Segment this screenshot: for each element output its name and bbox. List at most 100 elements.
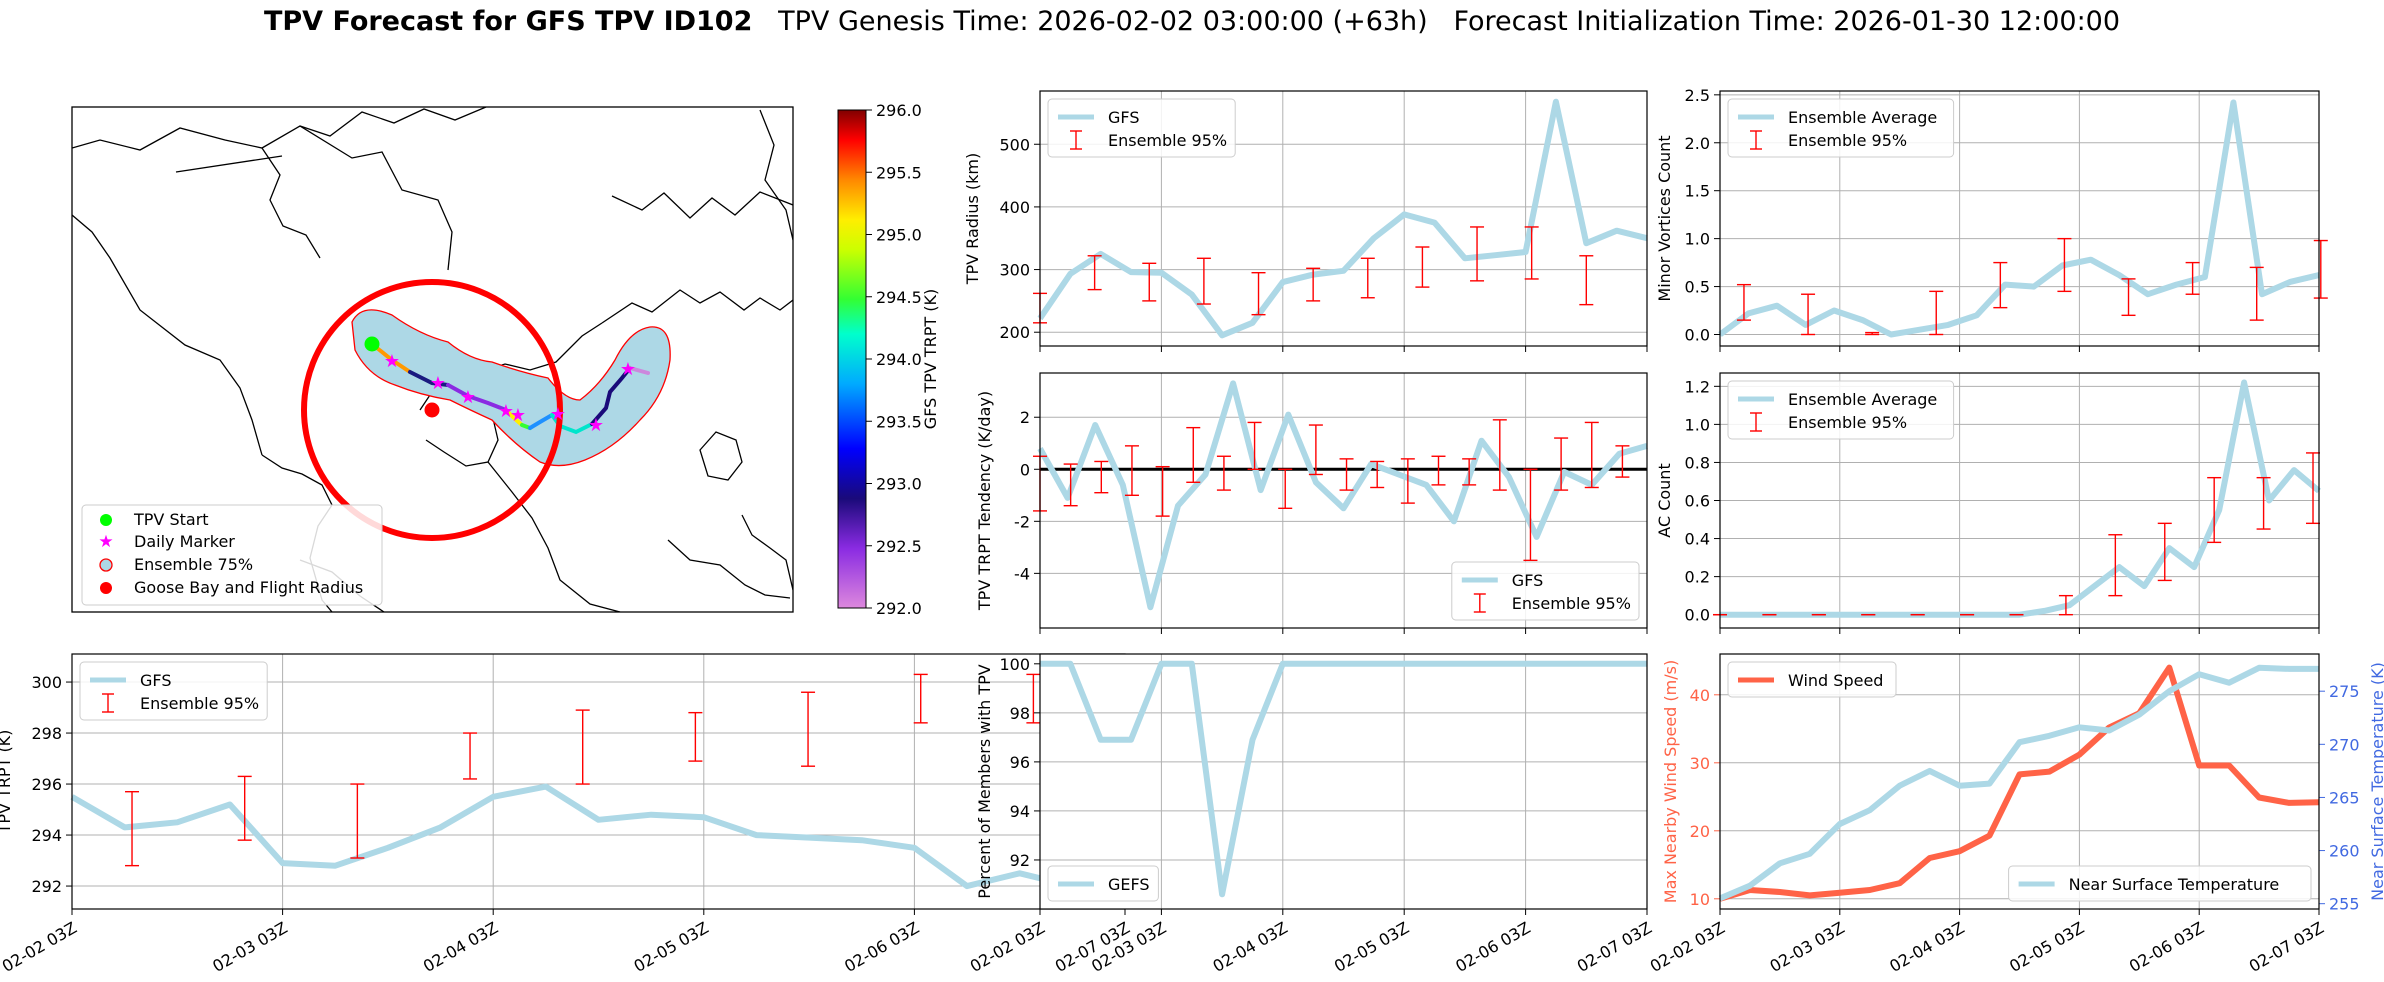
daily-marker-star: ★ — [510, 405, 526, 426]
legend-ensemble-75: Ensemble 75% — [134, 555, 253, 574]
legend-label: Ensemble 95% — [1788, 131, 1907, 150]
y-tick-label: 400 — [999, 198, 1030, 217]
legend-label: Wind Speed — [1788, 671, 1883, 690]
legend-goose-bay-icon — [100, 582, 112, 594]
tpv-start-marker — [364, 336, 380, 352]
track-segment — [590, 366, 632, 426]
coast-archipelago — [299, 125, 453, 271]
y-tick-label: 2.0 — [1685, 134, 1710, 153]
y2-tick-label: 275 — [2329, 682, 2360, 701]
title-init-time: Forecast Initialization Time: 2026-01-30… — [1453, 6, 2121, 37]
y-tick-label: 0.4 — [1685, 530, 1710, 549]
y-tick-label: 0.0 — [1685, 325, 1710, 344]
y-tick-label: 1.2 — [1685, 377, 1710, 396]
y-tick-label: 2.5 — [1685, 86, 1710, 105]
map-frame — [71, 106, 794, 613]
legend-start-icon — [100, 514, 112, 526]
y-axis-label: TPV TRPT (K) — [0, 730, 14, 835]
daily-marker-star: ★ — [550, 404, 566, 425]
y-tick-label: 92 — [1010, 851, 1030, 870]
y-tick-label: 1.5 — [1685, 182, 1710, 201]
legend-box — [1047, 98, 1236, 158]
colorbar-tick-label: 293.0 — [876, 475, 922, 494]
plot-frame — [1719, 90, 2320, 347]
x-tick-label: 02-06 03Z — [841, 918, 922, 976]
y-tick-label: -4 — [1014, 564, 1030, 583]
coast-europe — [667, 539, 791, 599]
colorbar-tick-label: 293.5 — [876, 412, 922, 431]
percent-members-chart: 02-02 03Z 02-03 03Z 02-04 03Z 02-05 03Z 02-0… — [967, 653, 1655, 976]
coast-norway — [741, 514, 793, 591]
legend-box — [1727, 380, 1955, 440]
legend-box — [1451, 561, 1640, 621]
radius-chart: 200 300 400 500 TPV Radius (km) GFS Ensemble 9… — [963, 90, 1648, 352]
legend-label: GFS — [140, 671, 171, 690]
title-genesis-time: TPV Genesis Time: 2026-02-02 03:00:00 (+… — [778, 6, 1428, 37]
y2-tick-label: 260 — [2329, 842, 2360, 861]
y-tick-label: -2 — [1014, 512, 1030, 531]
y2-tick-label: 270 — [2329, 735, 2360, 754]
y-tick-label: 300 — [999, 261, 1030, 280]
series-line — [1718, 664, 2319, 902]
y2-tick-label: 255 — [2329, 895, 2360, 914]
plot-frame — [1719, 653, 2320, 910]
x-tick-label: 02-07 03Z — [2246, 918, 2327, 976]
x-tick-label: 02-07 03Z — [1574, 918, 1655, 976]
coast-labrador — [487, 461, 621, 612]
series-line — [1040, 660, 1647, 898]
legend-box — [1727, 98, 1955, 158]
legend-label: Ensemble 95% — [1788, 413, 1907, 432]
wind-temperature-chart: 02-02 03Z 02-03 03Z 02-04 03Z 02-05 03Z 02-0… — [1647, 653, 2384, 976]
coast-greenland-south — [601, 289, 793, 324]
colorbar: 292.0 292.5 293.0 293.5 294.0 294.5 295.0 295.5… — [837, 101, 940, 618]
plot-frame — [1719, 372, 2320, 629]
legend-daily-marker: Daily Marker — [134, 532, 235, 551]
daily-marker-star: ★ — [498, 401, 514, 422]
daily-marker-star: ★ — [384, 351, 400, 372]
colorbar-tick-label: 296.0 — [876, 101, 922, 120]
map-legend: TPV Start ★ Daily Marker Ensemble 75% Go… — [81, 504, 383, 606]
legend-label: Near Surface Temperature — [2069, 875, 2280, 894]
y-axis-label: Max Nearby Wind Speed (m/s) — [1661, 660, 1680, 903]
plot-frame — [1039, 90, 1648, 347]
track-segment — [370, 342, 412, 374]
y-tick-label: 20 — [1690, 822, 1710, 841]
y-tick-label: 30 — [1690, 754, 1710, 773]
series-line — [1718, 99, 2320, 338]
x-tick-label: 02-04 03Z — [420, 918, 501, 976]
plot-frame — [1039, 372, 1648, 629]
y-tick-label: 500 — [999, 135, 1030, 154]
legend-label: GFS — [1108, 108, 1139, 127]
legend-label: Ensemble Average — [1788, 108, 1937, 127]
map-legend-box — [81, 504, 383, 606]
x-tick-label: 02-04 03Z — [1210, 918, 1291, 976]
series-line — [1037, 380, 1648, 611]
colorbar-gradient — [837, 109, 867, 609]
ac-count-chart: 0.0 0.2 0.4 0.6 0.8 1.0 1.2 AC Count Ensemble Av… — [1655, 372, 2321, 634]
y-tick-label: 294 — [31, 826, 62, 845]
series-line — [1719, 664, 2320, 902]
y-tick-label: 0 — [1020, 460, 1030, 479]
y-tick-label: 96 — [1010, 753, 1030, 772]
coast-arctic-island — [261, 147, 321, 259]
legend-box — [79, 661, 268, 721]
coast-svalbard — [759, 109, 793, 241]
series-line — [70, 783, 1126, 890]
y-axis-label: AC Count — [1655, 463, 1674, 537]
track-segment — [628, 366, 650, 375]
legend-label: Ensemble 95% — [140, 694, 259, 713]
daily-marker-star: ★ — [460, 387, 476, 408]
x-tick-label: 02-06 03Z — [1452, 918, 1533, 976]
tendency-chart: -4 -2 0 2 TPV TRPT Tendency (K/day) GFS Ensemb… — [975, 372, 1648, 634]
y-tick-label: 1.0 — [1685, 415, 1710, 434]
x-tick-label: 02-02 03Z — [967, 918, 1048, 976]
legend-goose-bay: Goose Bay and Flight Radius — [134, 578, 363, 597]
y-tick-label: 100 — [999, 655, 1030, 674]
colorbar-tick-label: 295.0 — [876, 226, 922, 245]
colorbar-tick-label: 294.5 — [876, 288, 922, 307]
series-line — [1037, 98, 1648, 339]
y-tick-label: 292 — [31, 877, 62, 896]
legend-ensemble-icon — [99, 558, 113, 572]
y-tick-label: 98 — [1010, 704, 1030, 723]
x-tick-label: 02-06 03Z — [2126, 918, 2207, 976]
